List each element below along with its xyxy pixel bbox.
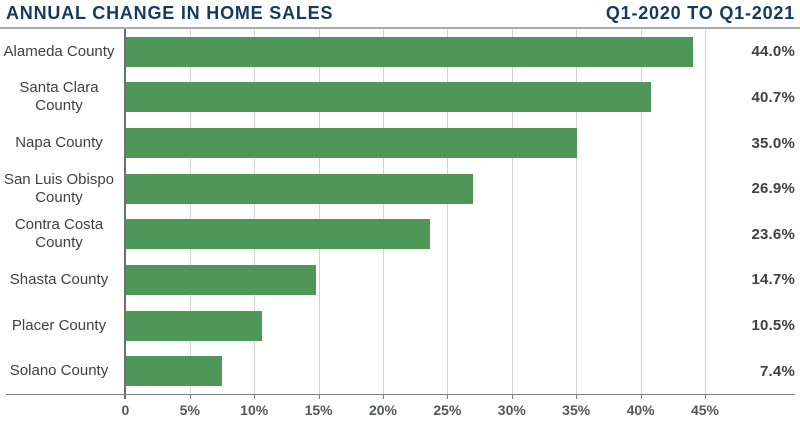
gridline: [254, 29, 256, 394]
category-label: Solano County: [9, 362, 109, 380]
x-axis-tick-label: 15%: [304, 402, 333, 418]
x-axis-tick: [447, 394, 449, 399]
x-axis-tick-label: 0: [121, 402, 130, 418]
category-label: Placer County: [11, 316, 107, 334]
bar: [126, 264, 316, 295]
bar: [126, 356, 222, 387]
x-axis-tick: [705, 394, 706, 399]
category-label: Contra Costa County: [14, 216, 104, 252]
x-axis-tick: [318, 394, 320, 399]
value-label: 7.4%: [760, 362, 795, 380]
gridline: [383, 29, 384, 394]
value-label: 10.5%: [751, 317, 795, 335]
category-label: San Luis Obispo County: [3, 170, 115, 206]
bar: [126, 173, 473, 204]
gridline: [705, 29, 706, 394]
value-label: 23.6%: [751, 225, 795, 243]
bar: [126, 128, 578, 159]
gridline: [511, 29, 513, 394]
bar: [126, 310, 262, 341]
x-axis-tick: [254, 394, 256, 399]
x-axis-tick: [189, 394, 191, 399]
x-axis-tick: [576, 394, 578, 399]
category-label: Alameda County: [3, 42, 115, 60]
gridline: [576, 29, 578, 394]
gridline: [318, 29, 320, 394]
category-label: Shasta County: [9, 270, 109, 288]
bar: [126, 82, 651, 113]
bar: [126, 36, 694, 67]
x-axis-tick-label: 35%: [562, 402, 591, 418]
x-axis-tick: [383, 394, 384, 399]
category-label: Napa County: [15, 134, 103, 152]
bar: [126, 219, 431, 250]
x-axis-tick: [640, 394, 642, 399]
x-axis-tick: [511, 394, 513, 399]
gridline: [640, 29, 642, 394]
chart-period-label: Q1-2020 TO Q1-2021: [605, 3, 795, 23]
x-axis-tick-label: 25%: [433, 402, 462, 418]
value-label: 14.7%: [751, 271, 795, 289]
category-label: Santa Clara County: [19, 79, 99, 115]
value-label: 26.9%: [751, 180, 795, 198]
zero-axis-line: [124, 29, 127, 399]
x-axis-tick-label: 30%: [497, 402, 526, 418]
gridline: [189, 29, 191, 394]
value-label: 44.0%: [751, 43, 795, 61]
value-label: 40.7%: [751, 88, 795, 106]
chart-header: ANNUAL CHANGE IN HOME SALES Q1-2020 TO Q…: [6, 3, 795, 27]
x-axis-tick-label: 10%: [240, 402, 269, 418]
x-axis-tick-label: 45%: [690, 402, 720, 418]
x-axis-line: [6, 394, 795, 395]
x-axis-tick-label: 40%: [626, 402, 655, 418]
chart-title: ANNUAL CHANGE IN HOME SALES: [6, 3, 334, 23]
x-axis-tick-label: 20%: [368, 402, 398, 418]
x-axis-tick-label: 5%: [179, 402, 200, 418]
header-divider: [0, 27, 800, 29]
gridline: [447, 29, 449, 394]
value-label: 35.0%: [751, 134, 795, 152]
